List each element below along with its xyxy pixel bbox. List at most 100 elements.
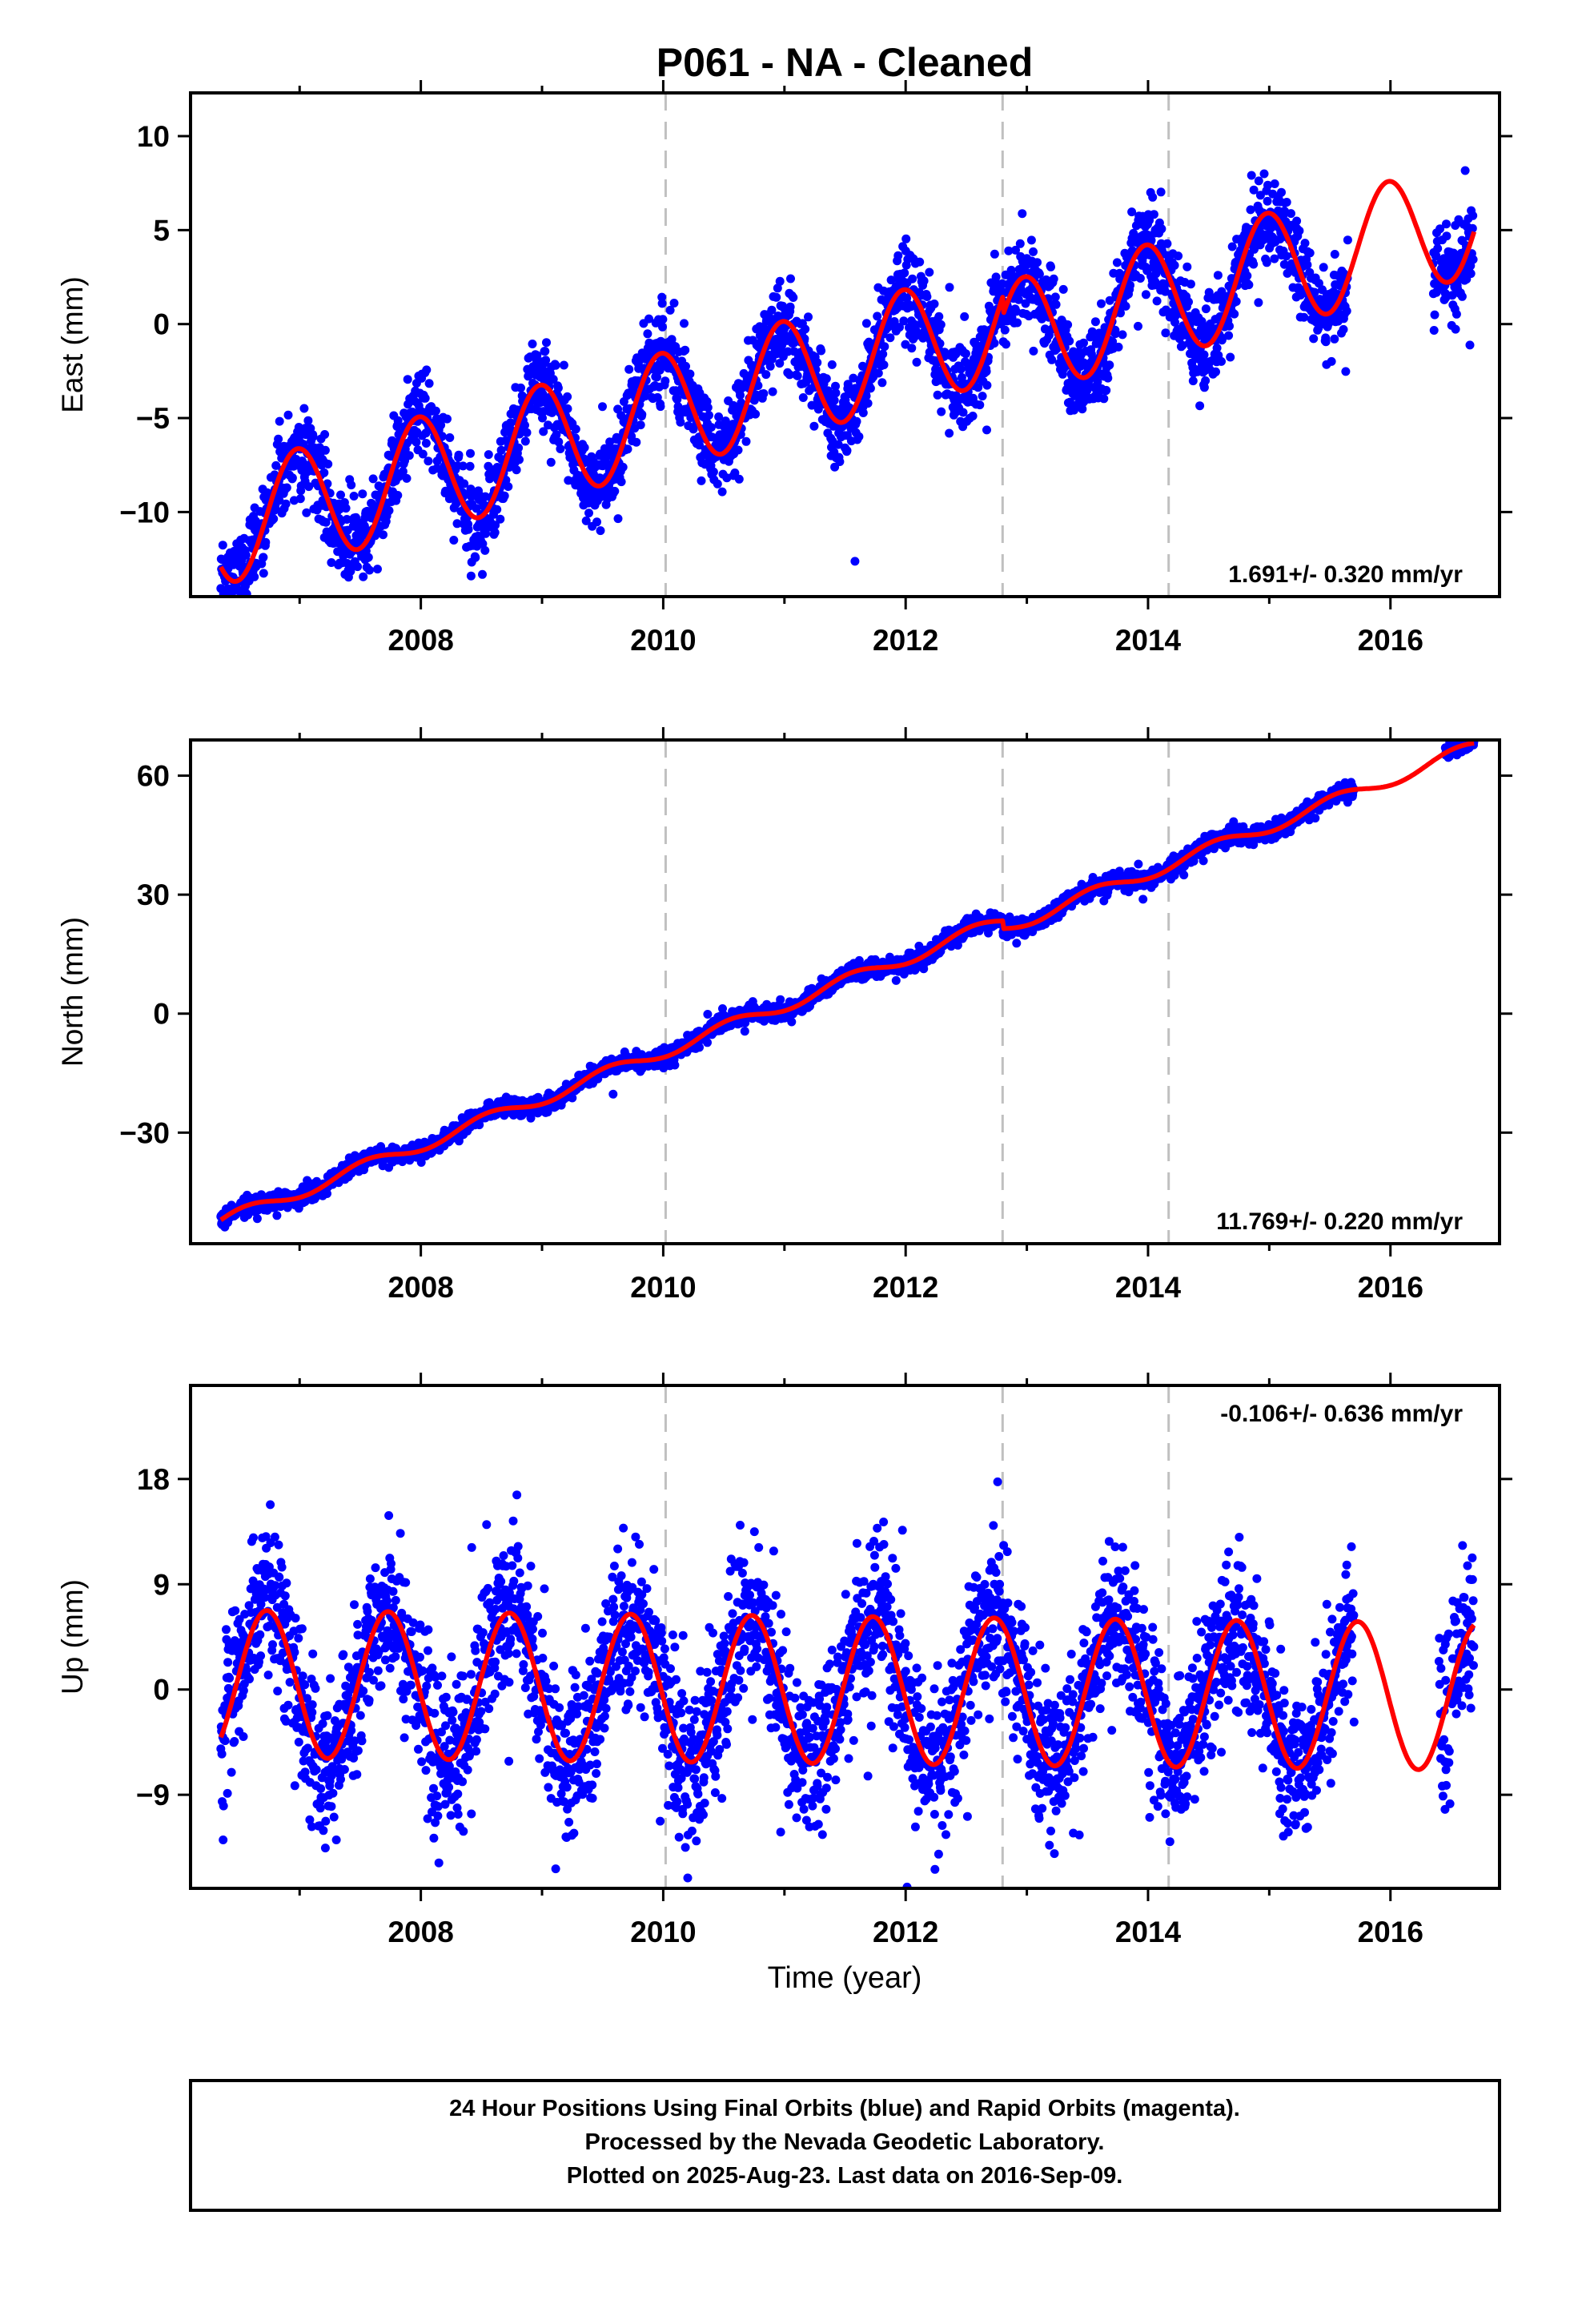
data-point [880, 342, 889, 352]
data-point [1002, 340, 1010, 349]
data-point [1029, 346, 1038, 356]
data-point [899, 316, 909, 326]
data-point [1157, 224, 1166, 234]
data-point [365, 565, 374, 575]
data-point [759, 389, 769, 398]
data-point [1212, 344, 1222, 353]
data-point [1314, 279, 1323, 288]
data-point [1188, 376, 1198, 386]
data-point [471, 553, 480, 562]
data-point [424, 379, 434, 388]
data-point [636, 420, 645, 430]
data-point [741, 436, 751, 446]
data-point [637, 410, 647, 419]
data-point [801, 324, 810, 334]
data-point [1026, 235, 1036, 245]
data-point [1050, 292, 1060, 302]
data-point [1182, 262, 1192, 271]
data-point [1126, 280, 1134, 290]
data-point [230, 627, 239, 636]
data-point [554, 437, 564, 447]
data-point [572, 470, 582, 480]
data-point [789, 293, 798, 302]
data-point [1000, 325, 1010, 335]
data-point [761, 370, 771, 380]
data-point [1339, 324, 1348, 334]
data-point [1170, 260, 1179, 270]
data-point [657, 292, 667, 302]
data-point [512, 465, 521, 475]
data-point [1058, 284, 1068, 294]
data-point [616, 477, 626, 487]
data-point [842, 446, 852, 456]
data-point [835, 457, 845, 466]
data-point [526, 1113, 536, 1123]
data-point [421, 439, 431, 448]
data-point [1150, 276, 1160, 286]
data-point [416, 1158, 426, 1167]
data-point [968, 412, 978, 420]
data-point [1065, 336, 1074, 346]
data-point [798, 393, 808, 402]
data-point [1087, 327, 1097, 336]
data-point [478, 539, 488, 549]
data-point [804, 312, 813, 322]
data-point [773, 283, 782, 293]
data-point [418, 449, 428, 459]
data-point [1224, 331, 1234, 340]
data-point [1186, 279, 1195, 289]
data-point [885, 333, 895, 343]
data-point [514, 443, 524, 452]
data-point [911, 326, 921, 336]
data-point [404, 451, 414, 460]
data-point [1431, 251, 1441, 260]
data-point [919, 276, 929, 286]
data-point [1309, 334, 1319, 344]
data-point [1199, 350, 1209, 360]
data-point [1282, 198, 1291, 207]
x-tick-label: 2014 [1115, 624, 1182, 657]
data-point [831, 388, 841, 398]
data-point [379, 530, 387, 540]
data-point [484, 450, 493, 460]
data-point [729, 400, 738, 410]
data-point [539, 427, 548, 436]
data-point [490, 528, 500, 537]
data-point [1011, 245, 1020, 255]
data-point [571, 424, 580, 434]
data-point [793, 371, 802, 380]
data-point [703, 1010, 713, 1019]
data-point [532, 351, 542, 360]
data-point [1341, 367, 1351, 376]
data-point [1230, 309, 1239, 319]
data-point [907, 344, 917, 353]
data-point [707, 432, 717, 442]
data-point [515, 455, 524, 464]
data-point [817, 346, 826, 356]
data-point [676, 417, 685, 427]
data-point [1342, 306, 1351, 316]
data-point [956, 364, 966, 374]
data-point [275, 416, 284, 426]
data-point [753, 381, 763, 390]
data-point [218, 541, 227, 550]
data-point [551, 360, 560, 370]
data-point [873, 312, 882, 321]
data-point [717, 487, 727, 497]
data-point [1103, 373, 1113, 383]
data-point [813, 404, 823, 414]
data-point [982, 425, 991, 435]
data-point [1226, 352, 1235, 362]
data-point [1145, 215, 1154, 225]
data-point [295, 494, 305, 504]
data-point [730, 468, 740, 477]
data-point [685, 369, 695, 379]
data-point [1263, 196, 1272, 206]
data-point [945, 283, 954, 292]
data-point [282, 483, 291, 493]
data-point [1254, 298, 1263, 308]
data-point [1294, 283, 1303, 292]
data-point [854, 432, 864, 441]
data-point [827, 360, 837, 369]
